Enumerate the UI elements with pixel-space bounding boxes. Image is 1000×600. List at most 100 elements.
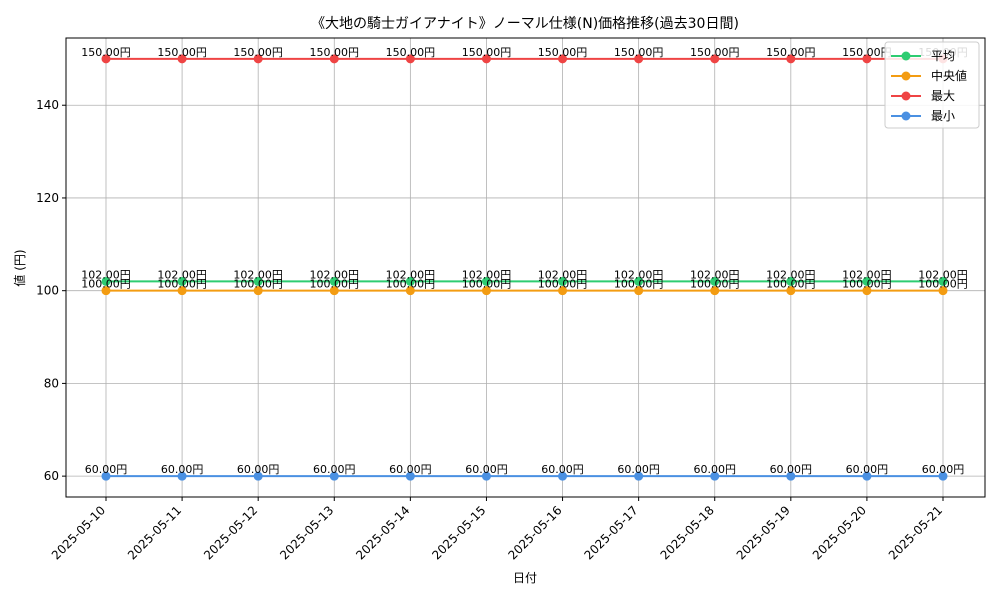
data-label: 150.00円 — [538, 46, 588, 59]
data-label: 102.00円 — [462, 268, 512, 281]
data-label: 60.00円 — [846, 463, 889, 476]
data-point — [938, 276, 948, 286]
data-point — [710, 276, 720, 286]
series-layer — [101, 54, 948, 481]
data-label: 102.00円 — [842, 268, 892, 281]
data-point — [558, 286, 568, 296]
data-point — [481, 54, 491, 64]
data-point — [786, 276, 796, 286]
y-tick-label: 60 — [44, 469, 59, 483]
data-point — [329, 54, 339, 64]
data-point — [481, 286, 491, 296]
data-point — [786, 471, 796, 481]
data-label: 150.00円 — [310, 46, 360, 59]
data-label: 150.00円 — [614, 46, 664, 59]
data-label: 150.00円 — [690, 46, 740, 59]
data-label: 150.00円 — [766, 46, 816, 59]
data-point — [177, 276, 187, 286]
legend-marker — [901, 111, 911, 121]
data-label: 60.00円 — [465, 463, 508, 476]
data-point — [101, 286, 111, 296]
data-point — [481, 276, 491, 286]
data-label: 60.00円 — [85, 463, 128, 476]
data-label: 102.00円 — [233, 268, 283, 281]
data-point — [329, 286, 339, 296]
data-point — [862, 471, 872, 481]
x-tick-label: 2025-05-13 — [277, 503, 336, 562]
y-tick-label: 80 — [44, 376, 59, 390]
data-point — [177, 471, 187, 481]
data-point — [101, 54, 111, 64]
data-label: 150.00円 — [81, 46, 131, 59]
data-label: 100.00円 — [766, 278, 816, 291]
data-label: 60.00円 — [541, 463, 584, 476]
data-label: 100.00円 — [157, 278, 207, 291]
data-point — [253, 286, 263, 296]
x-tick-label: 2025-05-19 — [734, 503, 793, 562]
data-labels: 102.00円 102.00円 102.00円 102.00円 102.00円 102.0… — [81, 46, 968, 476]
legend-label: 平均 — [931, 49, 955, 63]
data-label: 150.00円 — [386, 46, 436, 59]
data-label: 150.00円 — [157, 46, 207, 59]
data-point — [786, 286, 796, 296]
data-label: 102.00円 — [157, 268, 207, 281]
data-point — [862, 276, 872, 286]
plot-frame — [65, 37, 986, 498]
data-label: 100.00円 — [918, 278, 968, 291]
data-point — [329, 471, 339, 481]
legend-marker — [901, 51, 911, 61]
x-tick-label: 2025-05-16 — [505, 503, 564, 562]
data-label: 100.00円 — [233, 278, 283, 291]
legend-marker — [901, 71, 911, 81]
x-tick-label: 2025-05-21 — [886, 503, 945, 562]
data-point — [405, 54, 415, 64]
data-label: 150.00円 — [462, 46, 512, 59]
legend-box — [884, 41, 980, 129]
data-label: 60.00円 — [237, 463, 280, 476]
data-point — [710, 471, 720, 481]
chart-title: 《大地の騎士ガイアナイト》ノーマル仕様(N)価格推移(過去30日間) — [311, 16, 739, 32]
data-point — [253, 54, 263, 64]
y-axis-label: 値 (円) — [12, 249, 27, 286]
data-point — [938, 471, 948, 481]
data-point — [558, 54, 568, 64]
data-label: 60.00円 — [617, 463, 660, 476]
data-label: 100.00円 — [310, 278, 360, 291]
data-point — [786, 54, 796, 64]
data-point — [481, 471, 491, 481]
data-point — [710, 54, 720, 64]
data-label: 100.00円 — [386, 278, 436, 291]
data-point — [329, 276, 339, 286]
x-tick-label: 2025-05-14 — [353, 503, 412, 562]
data-point — [558, 276, 568, 286]
data-point — [405, 276, 415, 286]
data-point — [710, 286, 720, 296]
data-point — [558, 471, 568, 481]
x-tick-label: 2025-05-10 — [49, 503, 108, 562]
data-point — [634, 286, 644, 296]
data-label: 60.00円 — [922, 463, 965, 476]
data-point — [634, 276, 644, 286]
y-axis-ticks: 60 80 100 120 140 — [36, 98, 66, 483]
data-point — [405, 286, 415, 296]
x-tick-label: 2025-05-17 — [582, 503, 641, 562]
data-point — [634, 471, 644, 481]
data-label: 102.00円 — [538, 268, 588, 281]
x-tick-label: 2025-05-15 — [429, 503, 488, 562]
x-tick-label: 2025-05-18 — [658, 503, 717, 562]
data-label: 60.00円 — [693, 463, 736, 476]
x-axis-label: 日付 — [513, 571, 537, 585]
data-point — [253, 471, 263, 481]
y-tick-label: 140 — [36, 98, 59, 112]
data-point — [405, 471, 415, 481]
data-label: 102.00円 — [386, 268, 436, 281]
data-label: 60.00円 — [161, 463, 204, 476]
data-point — [177, 54, 187, 64]
data-label: 150.00円 — [842, 46, 892, 59]
data-label: 60.00円 — [313, 463, 356, 476]
data-label: 102.00円 — [81, 268, 131, 281]
data-label: 102.00円 — [690, 268, 740, 281]
